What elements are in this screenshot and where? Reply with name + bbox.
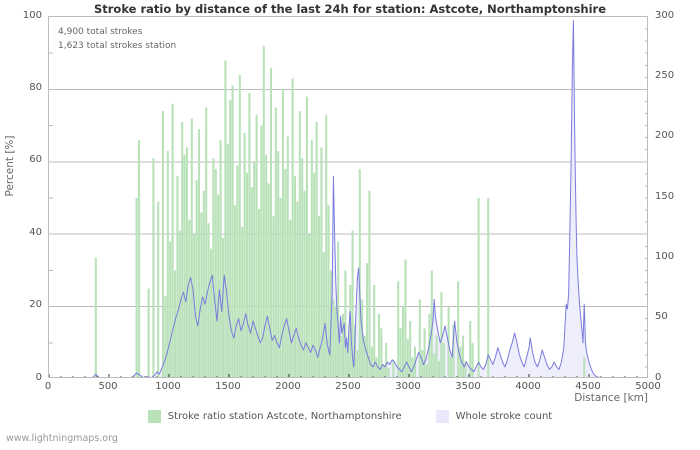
total-strokes-annotation: 4,900 total strokes 1,623 total strokes … [58, 26, 176, 53]
x-axis-tick: 0 [44, 381, 52, 392]
y-axis-left-tick: 20 [29, 299, 42, 311]
legend-swatch-whole-stroke-count [435, 410, 449, 423]
y-axis-right-tick: 200 [655, 130, 675, 142]
y-axis-left-tick: 80 [29, 81, 42, 93]
legend-item-stroke-ratio[interactable]: Stroke ratio station Astcote, Northampto… [147, 410, 402, 423]
plot-area [48, 16, 648, 378]
legend-item-whole-stroke-count[interactable]: Whole stroke count [435, 410, 553, 423]
y-axis-left-tick: 40 [29, 226, 42, 238]
x-axis-tick: 4000 [515, 381, 541, 392]
x-axis-tick: 4500 [575, 381, 601, 392]
legend-label-stroke-ratio: Stroke ratio station Astcote, Northampto… [167, 411, 402, 422]
chart-title: Stroke ratio by distance of the last 24h… [93, 2, 607, 16]
y-axis-right-tick: 300 [655, 9, 675, 21]
legend-swatch-stroke-ratio [147, 410, 161, 423]
legend-label-whole-stroke-count: Whole stroke count [455, 411, 553, 422]
y-axis-right-tick: 100 [655, 250, 675, 262]
y-axis-right-tick: 0 [655, 371, 662, 383]
x-axis-tick: 3000 [395, 381, 421, 392]
y-axis-right-tick: 250 [655, 69, 675, 81]
x-axis-tick: 5000 [635, 381, 661, 392]
x-axis-label: Distance [km] [574, 392, 648, 404]
x-axis-tick: 3500 [455, 381, 481, 392]
chart-legend: Stroke ratio station Astcote, Northampto… [0, 410, 700, 423]
y-axis-right-tick: 150 [655, 190, 675, 202]
footer-attribution: www.lightningmaps.org [6, 433, 118, 444]
total-strokes-line: 4,900 total strokes [58, 27, 143, 37]
plot-svg [49, 20, 647, 377]
y-axis-left-label: Percent [%] [4, 135, 16, 197]
y-axis-left-tick: 0 [35, 371, 42, 383]
y-axis-left-tick: 100 [22, 9, 42, 21]
y-axis-left-tick: 60 [29, 154, 42, 166]
x-axis-tick: 1000 [155, 381, 181, 392]
x-axis-tick: 2000 [275, 381, 301, 392]
x-axis-tick: 500 [98, 381, 118, 392]
total-strokes-station-line: 1,623 total strokes station [58, 40, 177, 51]
y-axis-right-tick: 50 [655, 311, 668, 323]
x-axis-tick: 1500 [215, 381, 241, 392]
x-axis-tick: 2500 [335, 381, 361, 392]
